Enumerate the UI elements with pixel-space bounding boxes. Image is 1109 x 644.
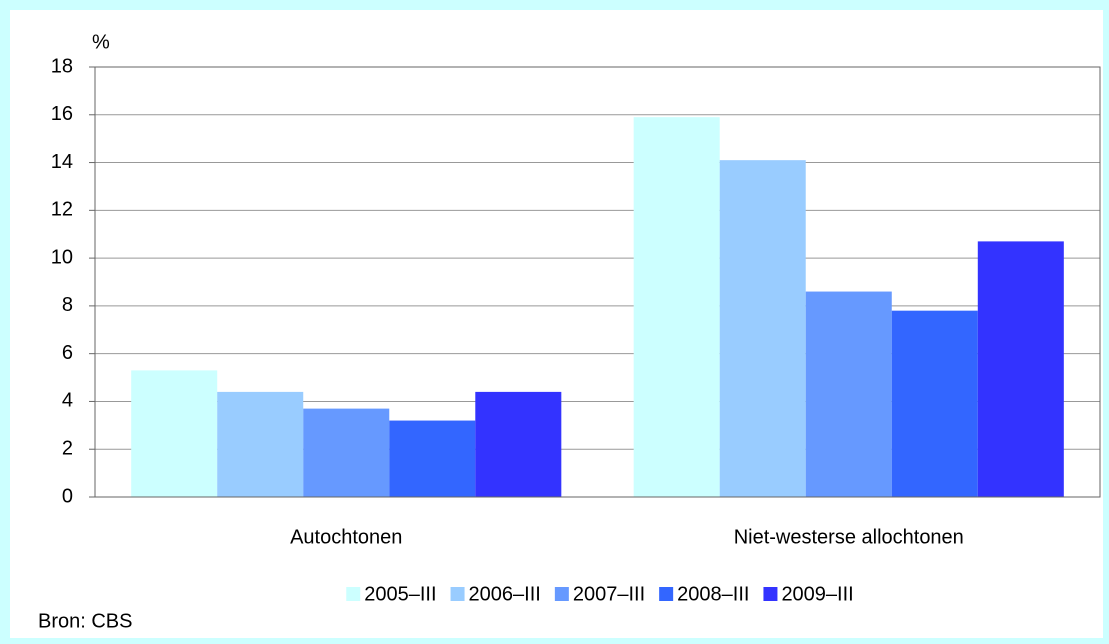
y-tick-label: 8: [62, 294, 73, 316]
legend-label: 2005–III: [364, 583, 436, 605]
legend-swatch: [763, 587, 778, 601]
legend-label: 2009–III: [781, 583, 853, 605]
legend-swatch: [450, 587, 465, 601]
bar: [389, 420, 476, 497]
bar: [891, 310, 978, 497]
y-tick-label: 14: [51, 151, 73, 173]
bar: [303, 408, 390, 497]
bar: [131, 370, 218, 497]
y-tick-label: 16: [51, 103, 73, 125]
plot-border: [94, 66, 1101, 498]
bar: [633, 117, 720, 498]
x-tick-label: Autochtonen: [290, 526, 402, 548]
x-tick-label: Niet-westerse allochtonen: [734, 526, 964, 548]
y-tick-label: 12: [51, 199, 73, 221]
legend-swatch: [346, 587, 361, 601]
y-tick-label: 4: [62, 390, 73, 412]
legend-label: 2008–III: [677, 583, 749, 605]
bar: [217, 391, 304, 497]
y-tick-label: 6: [62, 342, 73, 364]
legend-swatch: [659, 587, 674, 601]
y-tick-label: 18: [51, 55, 73, 77]
y-tick-label: 10: [51, 246, 73, 268]
bar: [805, 291, 892, 497]
legend-swatch: [554, 587, 569, 601]
y-tick-label: 2: [62, 438, 73, 460]
y-tick-label: 0: [62, 485, 73, 507]
bar: [977, 241, 1064, 497]
y-axis-label: %: [92, 31, 110, 53]
legend-label: 2007–III: [573, 583, 645, 605]
bar: [719, 160, 806, 497]
legend-label: 2006–III: [469, 583, 541, 605]
source-note: Bron: CBS: [38, 610, 132, 632]
bar: [475, 391, 562, 497]
